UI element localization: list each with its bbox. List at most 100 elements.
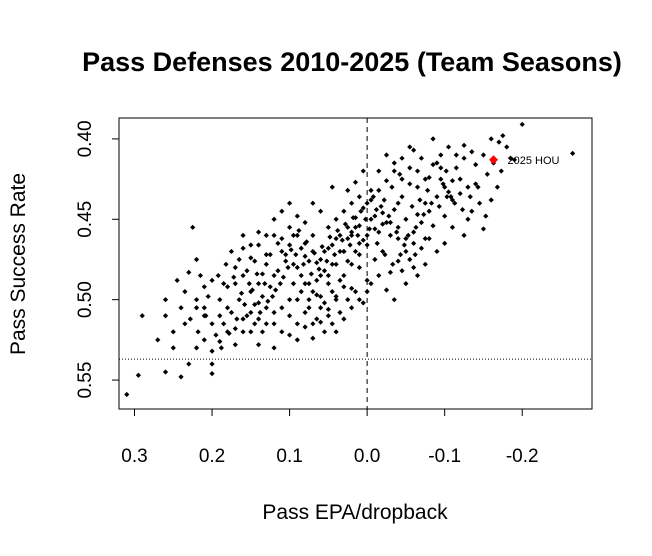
data-point	[411, 240, 417, 247]
data-point	[209, 321, 215, 327]
data-point	[337, 248, 343, 255]
data-point	[504, 144, 510, 150]
data-point	[362, 216, 369, 222]
data-point	[422, 235, 428, 242]
data-point	[246, 280, 252, 287]
data-point	[430, 136, 436, 142]
data-point	[162, 297, 169, 303]
data-point	[306, 297, 312, 303]
data-point	[438, 165, 444, 171]
data-point	[418, 219, 425, 226]
data-point	[296, 227, 302, 234]
data-point	[255, 342, 262, 348]
data-point	[327, 234, 333, 240]
data-point	[279, 208, 285, 214]
x-tick-label: 0.0	[354, 446, 380, 467]
data-point	[244, 268, 250, 274]
data-point	[383, 287, 390, 293]
data-point	[380, 221, 386, 227]
data-point	[422, 200, 428, 206]
data-point	[186, 269, 192, 275]
data-point	[329, 261, 335, 267]
data-point	[248, 242, 254, 248]
data-point	[273, 287, 279, 293]
data-point	[286, 332, 293, 338]
data-point	[190, 224, 196, 230]
data-point	[240, 272, 246, 279]
data-point	[333, 216, 339, 222]
data-point	[318, 305, 324, 311]
data-point	[443, 168, 449, 174]
data-point	[449, 178, 456, 184]
data-point	[279, 305, 285, 311]
data-point	[302, 253, 308, 259]
data-point	[452, 200, 458, 206]
data-point	[279, 248, 285, 255]
data-point	[306, 305, 312, 311]
data-point	[366, 226, 373, 232]
data-point	[442, 184, 448, 190]
data-point	[453, 165, 459, 171]
data-point	[364, 289, 370, 295]
data-point	[421, 211, 427, 218]
data-point	[411, 229, 417, 235]
data-point	[228, 309, 235, 316]
data-point	[469, 208, 475, 214]
data-point	[399, 155, 405, 161]
data-point	[413, 224, 419, 230]
data-point	[333, 293, 339, 300]
data-point	[356, 252, 362, 258]
data-point	[347, 242, 353, 248]
data-point	[453, 152, 459, 158]
data-point	[279, 329, 285, 335]
data-point	[461, 232, 467, 238]
y-tick-label: 0.40	[75, 120, 96, 157]
data-point	[411, 264, 417, 271]
data-point	[135, 372, 141, 378]
data-point	[409, 203, 415, 210]
data-point	[399, 176, 405, 182]
data-point	[426, 174, 432, 181]
data-point	[259, 329, 266, 335]
data-point	[240, 316, 246, 322]
data-point	[314, 292, 320, 298]
data-point	[271, 345, 277, 351]
data-point	[494, 184, 500, 190]
data-point	[403, 235, 409, 242]
data-point	[341, 272, 347, 279]
data-point	[381, 197, 387, 203]
data-point	[436, 203, 442, 210]
data-point	[500, 133, 506, 139]
data-point	[308, 271, 314, 277]
data-point	[271, 232, 277, 238]
data-point	[325, 272, 331, 279]
data-point	[368, 187, 374, 193]
data-point	[425, 187, 431, 193]
data-point	[310, 248, 316, 255]
x-tick-label: -0.1	[428, 446, 461, 467]
data-point	[426, 235, 432, 242]
data-point	[383, 152, 390, 158]
data-point	[412, 252, 418, 258]
data-point	[318, 256, 324, 263]
data-point	[195, 329, 201, 335]
data-point	[240, 245, 246, 251]
data-point	[337, 277, 343, 283]
data-point	[318, 272, 324, 279]
highlight-label: 2025 HOU	[508, 155, 560, 167]
data-point	[465, 216, 471, 222]
data-point	[352, 224, 359, 230]
data-point	[333, 235, 339, 242]
data-point	[162, 369, 169, 375]
data-point	[178, 374, 184, 380]
data-point	[401, 242, 407, 248]
data-point	[162, 313, 169, 319]
data-point	[255, 280, 262, 287]
data-point	[337, 232, 343, 238]
data-point	[228, 248, 235, 255]
x-axis-label: Pass EPA/dropback	[262, 501, 448, 524]
y-tick-label: 0.55	[75, 362, 96, 399]
data-point	[215, 272, 221, 279]
x-tick-label: -0.2	[506, 446, 539, 467]
